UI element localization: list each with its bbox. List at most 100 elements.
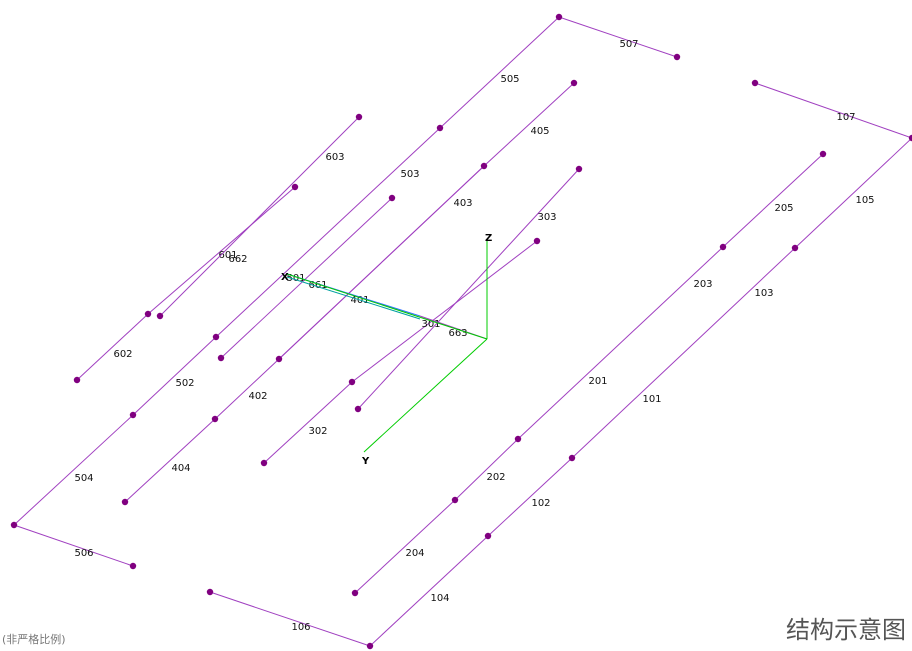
node-point — [351, 589, 359, 597]
member-label-204: 204 — [405, 548, 424, 559]
node-point — [908, 134, 912, 142]
member-line-103 — [794, 137, 912, 249]
member-line-301 — [351, 240, 538, 383]
node-point — [144, 310, 152, 318]
member-line-203 — [722, 153, 824, 248]
member-label-507: 507 — [619, 39, 638, 50]
y-axis-line — [363, 338, 488, 453]
member-label-601: 601 — [218, 250, 237, 261]
members-layer: 101 102 103 104 105 106 107 201 202 203 204 205 301 3… — [13, 16, 912, 647]
member-line-662 — [286, 276, 421, 320]
node-point — [388, 194, 396, 202]
member-line-506 — [13, 524, 134, 567]
node-point — [217, 354, 225, 362]
member-label-102: 102 — [531, 498, 550, 509]
member-line-603 — [159, 116, 360, 317]
member-label-662: 662 — [228, 254, 247, 265]
member-line-404 — [124, 418, 216, 503]
node-point — [719, 243, 727, 251]
member-line-504 — [13, 414, 134, 526]
node-point — [436, 124, 444, 132]
node-point — [156, 312, 164, 320]
y-axis-label: Y — [361, 456, 370, 467]
node-point — [206, 588, 214, 596]
member-line-503 — [220, 197, 393, 359]
node-point — [791, 244, 799, 252]
member-line-601 — [147, 186, 296, 315]
member-label-303: 303 — [537, 212, 556, 223]
member-line-502 — [132, 336, 217, 416]
member-label-301: 301 — [421, 319, 440, 330]
node-point — [348, 378, 356, 386]
node-point — [354, 405, 362, 413]
member-line-402 — [214, 358, 280, 420]
member-label-661: 661 — [308, 280, 327, 291]
member-label-506: 506 — [74, 548, 93, 559]
member-line-101 — [571, 247, 796, 459]
member-line-302 — [263, 381, 353, 464]
node-point — [129, 562, 137, 570]
node-point — [121, 498, 129, 506]
member-label-302: 302 — [308, 426, 327, 437]
member-label-203: 203 — [693, 279, 712, 290]
member-label-402: 402 — [248, 391, 267, 402]
member-line-405 — [483, 82, 575, 167]
node-point — [480, 162, 488, 170]
nodes-layer — [10, 13, 912, 650]
member-label-663: 663 — [448, 328, 467, 339]
member-line-104 — [369, 535, 489, 647]
member-line-106 — [209, 591, 371, 647]
node-point — [355, 113, 363, 121]
member-label-101: 101 — [642, 394, 661, 405]
member-line-204 — [354, 499, 456, 594]
member-line-505 — [439, 16, 560, 129]
scale-note: (非严格比例) — [2, 633, 66, 646]
member-label-403: 403 — [453, 198, 472, 209]
member-label-107: 107 — [836, 112, 855, 123]
member-label-105: 105 — [855, 195, 874, 206]
node-point — [291, 183, 299, 191]
member-label-505: 505 — [500, 74, 519, 85]
node-point — [73, 376, 81, 384]
member-label-404: 404 — [171, 463, 190, 474]
node-point — [129, 411, 137, 419]
member-label-405: 405 — [530, 126, 549, 137]
node-point — [673, 53, 681, 61]
member-line-507 — [558, 16, 678, 58]
member-label-602: 602 — [113, 349, 132, 360]
node-point — [514, 435, 522, 443]
node-point — [555, 13, 563, 21]
member-line-403 — [278, 165, 485, 360]
node-point — [260, 459, 268, 467]
member-label-501: 501 — [286, 273, 305, 284]
x-axis-line — [286, 273, 488, 340]
node-point — [366, 642, 374, 650]
node-point — [575, 165, 583, 173]
node-point — [10, 521, 18, 529]
member-label-502: 502 — [175, 378, 194, 389]
member-label-201: 201 — [588, 376, 607, 387]
member-line-501 — [215, 127, 441, 338]
member-line-102 — [487, 457, 573, 537]
diagram-title: 结构示意图 — [786, 616, 906, 644]
node-point — [568, 454, 576, 462]
node-point — [751, 79, 759, 87]
node-point — [275, 355, 283, 363]
member-line-602 — [76, 313, 149, 381]
member-line-303 — [357, 168, 580, 410]
node-point — [484, 532, 492, 540]
node-point — [451, 496, 459, 504]
member-label-503: 503 — [400, 169, 419, 180]
member-line-107 — [754, 82, 912, 139]
node-point — [211, 415, 219, 423]
member-label-103: 103 — [754, 288, 773, 299]
member-label-205: 205 — [774, 203, 793, 214]
node-point — [570, 79, 578, 87]
node-point — [212, 333, 220, 341]
member-label-202: 202 — [486, 472, 505, 483]
member-line-201 — [517, 246, 724, 440]
member-line-202 — [454, 438, 519, 501]
node-point — [819, 150, 827, 158]
member-label-104: 104 — [430, 593, 449, 604]
